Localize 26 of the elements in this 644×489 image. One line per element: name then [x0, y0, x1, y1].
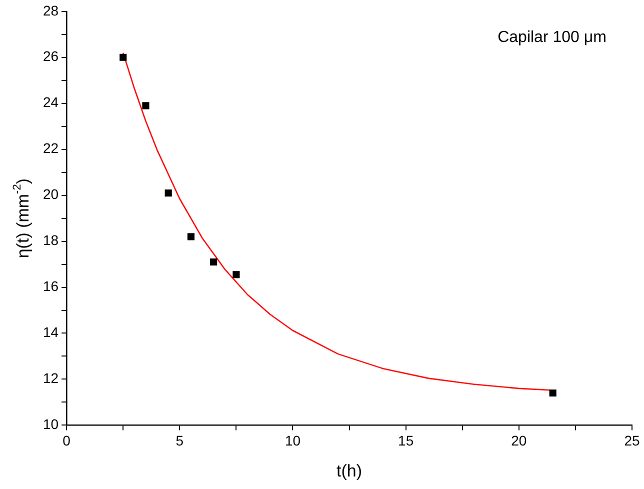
- y-tick-label: 26: [42, 48, 59, 64]
- x-axis-title: t(h): [336, 462, 362, 481]
- point: [187, 233, 194, 240]
- point: [549, 389, 556, 397]
- x-tick-label: 15: [398, 432, 414, 448]
- y-tick-label: 14: [42, 324, 59, 340]
- point: [210, 258, 218, 266]
- x-tick-label: 20: [511, 432, 527, 448]
- y-tick-label: 16: [42, 278, 59, 294]
- annotation: Capilar 100 μm: [498, 28, 606, 46]
- x-tick-label: 10: [284, 432, 301, 448]
- y-axis-title: η(t) (mm-2): [11, 178, 33, 258]
- x-tick-label: 5: [176, 432, 184, 448]
- point: [232, 271, 240, 278]
- y-tick-label: 18: [42, 232, 59, 248]
- y-tick-label: 24: [42, 94, 59, 110]
- x-tick-label: 25: [624, 432, 640, 448]
- y-tick-label: 10: [42, 416, 59, 432]
- y-tick-label: 12: [42, 370, 59, 386]
- point: [120, 54, 127, 61]
- point: [142, 102, 150, 110]
- x-tick-label: 0: [62, 432, 71, 448]
- y-tick-label: 22: [42, 140, 59, 156]
- point: [164, 189, 172, 197]
- y-tick-label: 20: [42, 186, 59, 202]
- y-tick-label: 28: [42, 2, 59, 18]
